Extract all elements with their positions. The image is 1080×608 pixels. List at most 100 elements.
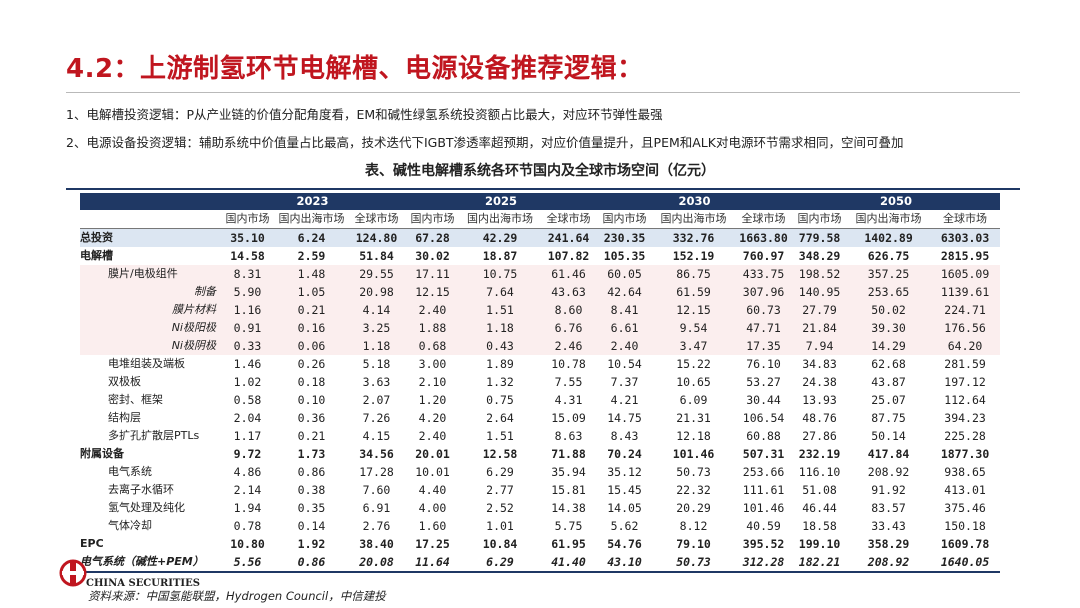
table-cell: 20.01	[415, 447, 450, 461]
row-label: 电堆组装及端板	[108, 357, 185, 370]
table-cell: 34.56	[359, 447, 394, 461]
table-cell: 61.46	[540, 265, 598, 283]
table-cell: 25.07	[871, 393, 906, 407]
table-cell: 1.46	[233, 357, 262, 371]
table-cell: 0.58	[233, 393, 262, 407]
table-cell: 1.73	[297, 447, 326, 461]
table-cell: 2.76	[362, 519, 391, 533]
table-cell: 14.58	[230, 249, 265, 263]
table-cell: 50.14	[871, 429, 906, 443]
table-cell: 6.29	[460, 553, 541, 573]
table-cell: 6.09	[679, 393, 708, 407]
row-label: 去离子水循环	[108, 483, 174, 496]
table-cell: 91.92	[871, 483, 906, 497]
sub-header-domestic: 国内市场	[792, 210, 848, 229]
table-cell: 10.84	[482, 537, 518, 551]
table-cell: 1.32	[486, 375, 514, 389]
table-cell: 2.40	[418, 429, 447, 443]
table-cell: 150.18	[944, 519, 986, 533]
sub-header-row: 国内市场 国内出海市场 全球市场 国内市场 国内出海市场 全球市场 国内市场 国…	[80, 210, 1001, 229]
table-cell: 357.25	[847, 265, 931, 283]
table-cell: 4.15	[362, 429, 391, 443]
table-cell: 348.29	[798, 249, 841, 263]
table-cell: 312.28	[735, 553, 793, 573]
caption-divider	[66, 188, 1020, 190]
table-cell: 79.10	[676, 537, 711, 551]
table-cell: 0.33	[220, 337, 275, 355]
table-cell: 112.64	[944, 393, 986, 407]
row-label: 多扩孔扩散层PTLs	[108, 429, 200, 442]
table-cell: 1.17	[233, 429, 262, 443]
china-securities-logo-icon	[59, 559, 87, 587]
table-cell: 0.68	[405, 337, 461, 355]
table-cell: 0.10	[297, 393, 326, 407]
table-cell: 1.60	[418, 519, 447, 533]
table-cell: 7.55	[554, 375, 583, 389]
table-cell: 10.65	[676, 375, 711, 389]
table-cell: 9.54	[652, 319, 736, 337]
table-cell: 22.32	[676, 483, 711, 497]
point-electrolyzer-logic: 1、电解槽投资逻辑：P从产业链的价值分配角度看，EM和碱性绿氢系统投资额占比最大…	[66, 107, 663, 122]
table-cell: 14.75	[607, 411, 642, 425]
table-cell: 1.48	[275, 265, 348, 283]
table-cell: 10.80	[230, 537, 265, 551]
table-cell: 62.68	[871, 357, 906, 371]
table-cell: 433.75	[735, 265, 793, 283]
table-cell: 101.46	[672, 447, 715, 461]
table-cell: 507.31	[742, 447, 785, 461]
table-cell: 30.44	[746, 393, 781, 407]
table-cell: 0.14	[297, 519, 326, 533]
table-cell: 8.60	[540, 301, 598, 319]
table-cell: 6.29	[486, 465, 514, 479]
table-cell: 0.86	[275, 553, 348, 573]
table-cell: 0.21	[275, 301, 348, 319]
table-cell: 27.79	[792, 301, 848, 319]
table-cell: 20.98	[348, 283, 406, 301]
table-cell: 3.00	[418, 357, 447, 371]
table-cell: 1.51	[486, 429, 514, 443]
table-cell: 208.92	[847, 553, 931, 573]
table-cell: 27.86	[802, 429, 837, 443]
row-label: 电解槽	[80, 249, 113, 262]
table-cell: 8.43	[610, 429, 639, 443]
table-cell: 198.52	[792, 265, 848, 283]
table-cell: 4.31	[554, 393, 583, 407]
table-cell: 60.88	[746, 429, 781, 443]
table-cell: 107.82	[547, 249, 590, 263]
table-cell: 11.64	[405, 553, 461, 573]
sub-header-global: 全球市场	[540, 210, 598, 229]
table-cell: 2.14	[233, 483, 262, 497]
table-cell: 6.76	[540, 319, 598, 337]
table-cell: 10.78	[551, 357, 586, 371]
table-cell: 197.12	[944, 375, 986, 389]
table-cell: 1.02	[233, 375, 262, 389]
table-cell: 35.94	[551, 465, 586, 479]
year-header-2050: 2050	[792, 193, 1001, 210]
table-row: 电解槽 14.58 2.59 51.84 30.02 18.87 107.82 105.35 1…	[80, 247, 1000, 265]
table-cell: 47.71	[735, 319, 793, 337]
table-cell: 8.63	[554, 429, 583, 443]
sub-header-global: 全球市场	[348, 210, 406, 229]
table-cell: 1.18	[348, 337, 406, 355]
table-cell: 7.64	[460, 283, 541, 301]
table-cell: 5.56	[220, 553, 275, 573]
table-cell: 1.92	[297, 537, 326, 551]
table-cell: 182.21	[792, 553, 848, 573]
table-cell: 208.92	[867, 465, 910, 479]
table-row: Ni极阳极 0.91 0.16 3.25 1.88 1.18 6.76 6.61 9.54 47.…	[80, 319, 1001, 337]
table-cell: 40.59	[746, 519, 781, 533]
table-cell: 67.28	[405, 228, 461, 247]
table-cell: 50.73	[652, 553, 736, 573]
table-cell: 12.58	[482, 447, 518, 461]
table-cell: 50.73	[676, 465, 711, 479]
table-cell: 281.59	[944, 357, 986, 371]
table-cell: 124.80	[348, 228, 406, 247]
table-cell: 358.29	[867, 537, 910, 551]
table-cell: 18.58	[802, 519, 837, 533]
table-cell: 83.57	[871, 501, 906, 515]
table-cell: 395.52	[742, 537, 785, 551]
table-cell: 20.08	[348, 553, 406, 573]
sub-header-domestic: 国内市场	[220, 210, 275, 229]
table-cell: 5.90	[220, 283, 275, 301]
table-cell: 3.63	[362, 375, 391, 389]
